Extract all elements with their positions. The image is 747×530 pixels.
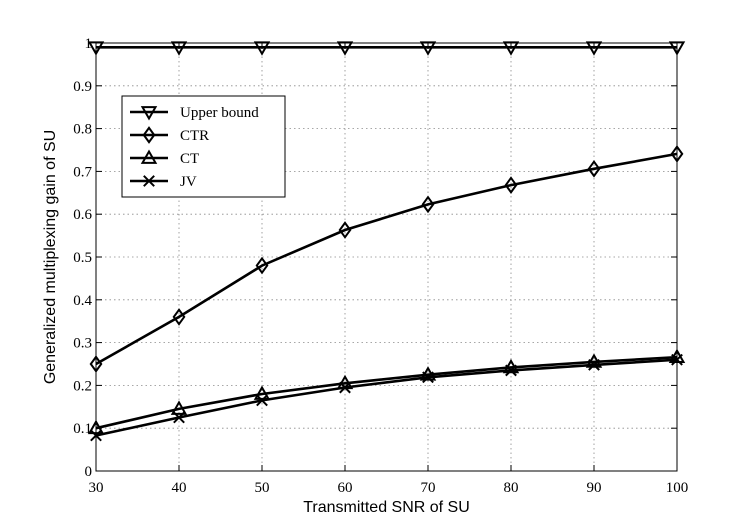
series-line bbox=[95, 355, 678, 430]
data-point-marker bbox=[338, 221, 352, 239]
x-tick-label: 40 bbox=[172, 480, 187, 496]
legend-entry: CT bbox=[130, 149, 199, 167]
y-tick-label: 0.2 bbox=[73, 378, 92, 394]
data-point-marker bbox=[253, 41, 271, 56]
data-point-marker bbox=[87, 41, 105, 56]
data-point-marker bbox=[173, 411, 185, 424]
legend-label: CT bbox=[180, 151, 199, 167]
legend-entry: CTR bbox=[130, 126, 209, 144]
data-point-marker bbox=[255, 256, 269, 275]
data-point-marker bbox=[172, 308, 186, 326]
data-point-marker bbox=[140, 149, 158, 164]
x-axis-label: Transmitted SNR of SU bbox=[303, 499, 470, 516]
data-point-marker bbox=[587, 159, 601, 178]
series-line bbox=[95, 152, 678, 366]
y-tick-label: 0.6 bbox=[73, 207, 92, 223]
data-point-marker bbox=[505, 364, 517, 377]
y-tick-label: 0.5 bbox=[73, 250, 92, 266]
x-tick-label: 50 bbox=[255, 480, 270, 496]
y-tick-label: 0.3 bbox=[73, 336, 92, 352]
y-tick-label: 0.1 bbox=[73, 421, 92, 437]
data-point-marker bbox=[170, 400, 188, 415]
legend-label: CTR bbox=[180, 128, 209, 144]
y-axis-label: Generalized multiplexing gain of SU bbox=[42, 130, 59, 384]
y-tick-label: 0.9 bbox=[73, 79, 92, 95]
legend-label: JV bbox=[180, 174, 197, 190]
legend-entry: Upper bound bbox=[130, 105, 259, 121]
data-point-marker bbox=[143, 175, 155, 187]
data-point-marker bbox=[253, 385, 271, 400]
x-tick-label: 90 bbox=[587, 480, 602, 496]
series-upper-bound bbox=[87, 41, 686, 56]
x-tick-label: 70 bbox=[421, 480, 436, 496]
data-point-marker bbox=[668, 41, 686, 56]
data-point-marker bbox=[502, 41, 520, 56]
data-point-marker bbox=[256, 394, 268, 407]
y-tick-label: 0.7 bbox=[73, 164, 92, 180]
y-tick-label: 0 bbox=[85, 464, 93, 480]
data-point-marker bbox=[585, 41, 603, 56]
y-tick-label: 0.4 bbox=[73, 293, 92, 309]
series-line bbox=[95, 358, 678, 437]
x-tick-label: 30 bbox=[89, 480, 104, 496]
data-point-marker bbox=[142, 126, 156, 144]
data-point-marker bbox=[588, 358, 600, 371]
data-point-marker bbox=[170, 41, 188, 56]
data-point-marker bbox=[339, 381, 351, 394]
legend: Upper bound CTR CT JV bbox=[121, 95, 286, 198]
x-tick-label: 60 bbox=[338, 480, 353, 496]
data-point-marker bbox=[422, 371, 434, 384]
legend-label: Upper bound bbox=[180, 105, 259, 121]
y-tick-label: 1 bbox=[85, 36, 93, 52]
axis-ticks: 30 40 50 60 70 80 90 100 0 0.1 0.2 0.3 0.4 0.5 0.6 0.7 0… bbox=[73, 36, 688, 496]
x-tick-label: 100 bbox=[666, 480, 689, 496]
data-point-marker bbox=[504, 176, 518, 194]
data-point-marker bbox=[336, 41, 354, 56]
data-point-marker bbox=[421, 195, 435, 214]
legend-entry: JV bbox=[130, 174, 197, 190]
data-point-marker bbox=[419, 41, 437, 56]
x-tick-label: 80 bbox=[504, 480, 519, 496]
data-point-marker bbox=[140, 106, 158, 121]
y-tick-label: 0.8 bbox=[73, 122, 92, 138]
